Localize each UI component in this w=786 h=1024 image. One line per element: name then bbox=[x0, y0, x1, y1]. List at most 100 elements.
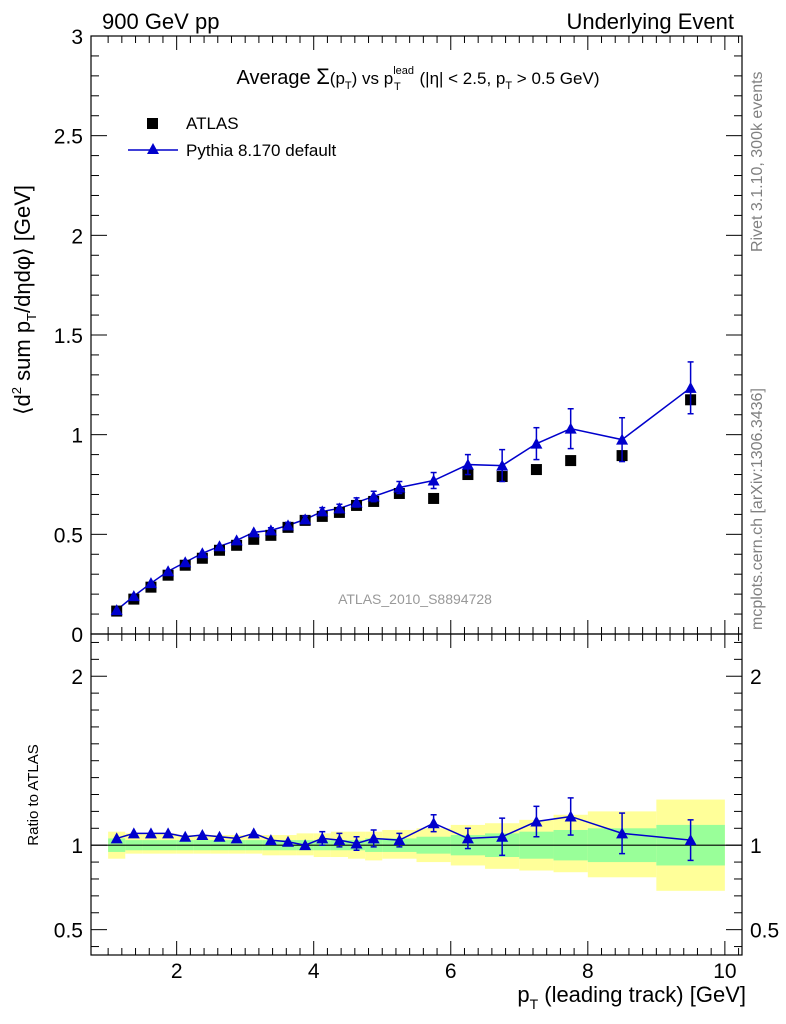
title-arg-close: ) bbox=[352, 69, 358, 88]
pythia-point bbox=[264, 524, 277, 536]
pythia-point bbox=[213, 540, 226, 552]
ratio-pythia-point bbox=[162, 827, 175, 839]
xlabel-main: p bbox=[517, 982, 529, 1007]
ratio-pythia-point bbox=[264, 834, 277, 846]
main-ytick-label: 2.5 bbox=[54, 126, 83, 149]
main-ytick-label: 1 bbox=[71, 425, 83, 448]
ratio-pythia-point bbox=[496, 830, 509, 842]
main-title: Average Σ(pT) vs plead T (|η| < 2.5, pT >… bbox=[237, 64, 600, 93]
xtick-label: 10 bbox=[713, 960, 736, 983]
atlas-point bbox=[428, 492, 440, 504]
legend: ATLAS Pythia 8.170 default bbox=[128, 114, 337, 160]
main-tick-labels: 0 0.5 1 1.5 2 2.5 3 bbox=[54, 26, 83, 647]
pythia-point bbox=[179, 556, 192, 568]
title-sigma: Σ bbox=[316, 64, 330, 89]
xtick-label: 6 bbox=[445, 960, 457, 983]
ratio-pythia-point bbox=[564, 810, 577, 822]
ylabel-sup: 2 bbox=[9, 387, 24, 394]
pythia-point bbox=[196, 547, 209, 559]
pythia-point bbox=[110, 604, 123, 616]
ratio-pythia-point bbox=[427, 817, 440, 829]
pythia-point bbox=[230, 534, 243, 546]
pythia-point bbox=[393, 481, 406, 493]
main-ylabel: ⟨d2 sum pT/dηdφ⟩ [GeV] bbox=[9, 185, 39, 415]
ylabel-end: /dηdφ⟩ [GeV] bbox=[10, 185, 35, 313]
title-arg-sub: T bbox=[345, 80, 352, 92]
ratio-pythia-point bbox=[213, 830, 226, 842]
pythia-point bbox=[282, 519, 295, 531]
pythia-point bbox=[684, 381, 697, 393]
atlas-point bbox=[565, 455, 577, 467]
ratio-pythia-point bbox=[230, 832, 243, 844]
pythia-point bbox=[367, 490, 380, 502]
xlabel-rest: (leading track) [GeV] bbox=[538, 982, 746, 1007]
pythia-point bbox=[530, 437, 543, 449]
title-prefix: Average bbox=[237, 67, 317, 89]
pythia-point bbox=[616, 433, 629, 445]
main-ytick-label: 2 bbox=[71, 225, 83, 248]
legend-label-atlas: ATLAS bbox=[186, 114, 239, 133]
pythia-point bbox=[564, 422, 577, 434]
ratio-tick-labels: 0.5 0.5 1 1 2 2 2 4 6 8 10 bbox=[54, 666, 779, 983]
ylabel-open: ⟨d bbox=[10, 394, 35, 415]
xtick-label: 2 bbox=[171, 960, 183, 983]
ratio-pythia-point bbox=[616, 827, 629, 839]
ratio-pythia-point bbox=[333, 834, 346, 846]
ratio-pythia-point bbox=[367, 832, 380, 844]
ratio-ytick-label-right: 0.5 bbox=[750, 920, 779, 943]
atlas-point bbox=[248, 533, 260, 545]
pythia-point bbox=[127, 590, 140, 602]
legend-marker-atlas bbox=[147, 118, 158, 129]
pythia-point bbox=[162, 565, 175, 577]
side-label-bottom: mcplots.cern.ch [arXiv:1306.3436] bbox=[749, 388, 766, 630]
side-label-top: Rivet 3.1.10, 300k events bbox=[749, 71, 766, 252]
ratio-pythia-point bbox=[316, 832, 329, 844]
pythia-point bbox=[496, 459, 509, 471]
pythia-point bbox=[333, 502, 346, 514]
main-panel: 0 0.5 1 1.5 2 2.5 3 ATLAS_2010_S8894728 Averag… bbox=[9, 26, 743, 647]
xtick-label: 4 bbox=[308, 960, 320, 983]
title-cond2: > 0.5 GeV) bbox=[512, 69, 599, 88]
ratio-pythia-point bbox=[393, 834, 406, 846]
ratio-pythia-point bbox=[299, 839, 312, 851]
ratio-pythia-point bbox=[684, 834, 697, 846]
ratio-ytick-label: 0.5 bbox=[54, 920, 83, 943]
title-arg: (p bbox=[330, 69, 345, 88]
ratio-pythia-point bbox=[179, 830, 192, 842]
main-ytick-label: 1.5 bbox=[54, 325, 83, 348]
ylabel-sub: T bbox=[24, 313, 39, 321]
ratio-ticks bbox=[91, 634, 742, 955]
ratio-pythia-point bbox=[144, 827, 157, 839]
ratio-pythia-point bbox=[127, 827, 140, 839]
ratio-ytick-label-right: 2 bbox=[750, 666, 762, 689]
ratio-ytick-label: 2 bbox=[71, 666, 83, 689]
ratio-ylabel: Ratio to ATLAS bbox=[25, 744, 42, 845]
main-ytick-label: 0 bbox=[71, 624, 83, 647]
main-ytick-label: 0.5 bbox=[54, 524, 83, 547]
title-cond1: (|η| < 2.5, p bbox=[415, 69, 506, 88]
ratio-ytick-label: 1 bbox=[71, 835, 83, 858]
ratio-plot-area bbox=[90, 633, 743, 956]
ratio-panel: 0.5 0.5 1 1 2 2 2 4 6 8 10 Ratio to ATLAS bbox=[25, 633, 779, 983]
ratio-pythia-point bbox=[282, 835, 295, 847]
pythia-point bbox=[144, 577, 157, 589]
pythia-point bbox=[427, 474, 440, 486]
main-data bbox=[110, 361, 697, 617]
ratio-pythia-point bbox=[110, 832, 123, 844]
legend-marker-pythia bbox=[147, 143, 159, 154]
ratio-ytick-label-right: 1 bbox=[750, 835, 762, 858]
watermark: ATLAS_2010_S8894728 bbox=[338, 591, 492, 607]
ylabel-mid: sum p bbox=[10, 321, 35, 387]
ratio-pythia-point bbox=[196, 829, 209, 841]
pythia-point bbox=[350, 496, 363, 508]
atlas-point bbox=[530, 464, 542, 476]
title-vs: vs p bbox=[357, 69, 393, 88]
ratio-frame bbox=[90, 633, 743, 956]
ratio-pythia-point bbox=[461, 832, 474, 844]
title-cond-sub: T bbox=[505, 80, 512, 92]
ratio-pythia-point bbox=[247, 827, 260, 839]
header-left: 900 GeV pp bbox=[102, 9, 219, 34]
main-ytick-label: 3 bbox=[71, 26, 83, 49]
header-right: Underlying Event bbox=[566, 9, 734, 34]
